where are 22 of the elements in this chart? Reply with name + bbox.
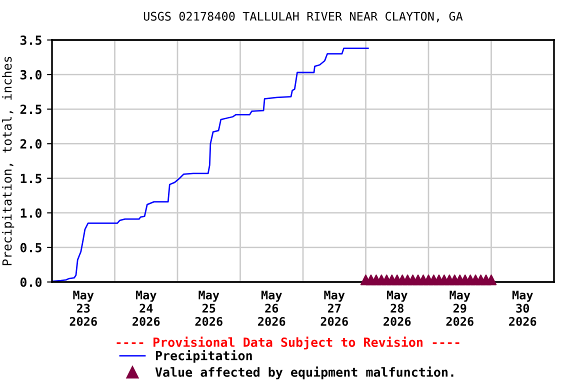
text: ---- Provisional Data Subject to Revision ---- <box>116 336 460 350</box>
x-tick-label: May 30 2026 <box>509 290 536 326</box>
x-tick-label: May 25 2026 <box>195 290 222 326</box>
x-tick-label: May 29 2026 <box>446 290 474 326</box>
y-tick-label: 2.0 <box>20 139 42 149</box>
y-axis-title: Precipitation, total, inches <box>2 56 14 266</box>
x-tick-label: May 23 2026 <box>70 290 97 326</box>
y-tick-label: 1.0 <box>20 208 42 218</box>
y-tick-label: 3.0 <box>20 70 42 80</box>
x-tick-label: May 27 2026 <box>320 290 348 326</box>
y-tick-label: 3.5 <box>20 35 42 45</box>
x-tick-label: May 24 2026 <box>132 290 160 326</box>
line-series <box>52 48 369 282</box>
chart-title: USGS 02178400 TALLULAH RIVER NEAR CLAYTON, GA <box>144 12 463 22</box>
y-tick-label: 2.5 <box>20 104 42 114</box>
legend-label: Precipitation <box>156 350 252 363</box>
x-tick-label: May 26 2026 <box>258 290 286 326</box>
y-tick-label: 0.5 <box>20 242 42 252</box>
y-tick-label: 1.5 <box>20 174 42 184</box>
legend-label: Value affected by equipment malfunction. <box>155 366 454 380</box>
y-tick-label: 0.0 <box>20 277 42 287</box>
x-tick-label: May 28 2026 <box>384 290 411 326</box>
